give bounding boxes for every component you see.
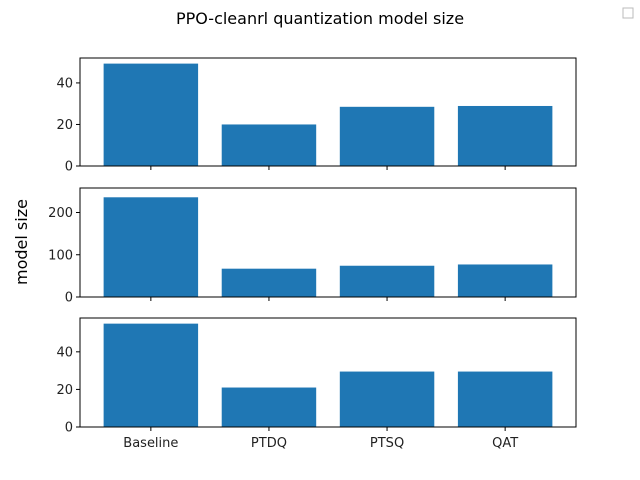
axes-frame — [79, 187, 577, 298]
y-tick-label: 100 — [48, 248, 73, 263]
bar-qat — [457, 264, 553, 297]
bar-ptsq — [339, 106, 435, 166]
x-tick-label: PTSQ — [370, 436, 404, 451]
y-tick-label: 200 — [48, 206, 73, 221]
bar-baseline — [103, 197, 199, 297]
legend — [622, 7, 634, 19]
legend-box — [622, 7, 634, 19]
bar-baseline — [103, 63, 199, 166]
subplots: 0 20 40 0 100 200 0 20 40 Baseline PTDQ PTSQ QAT — [48, 57, 577, 451]
bar-ptsq — [339, 265, 435, 297]
axes-frame — [79, 317, 577, 428]
y-tick-label: 0 — [65, 291, 73, 306]
subplot-2: 0 100 200 — [48, 187, 577, 306]
bar-ptdq — [221, 268, 317, 297]
bar-qat — [457, 371, 553, 427]
y-tick-label: 0 — [65, 160, 73, 175]
chart-title: PPO-cleanrl quantization model size — [176, 9, 464, 28]
axes-frame — [79, 57, 577, 167]
y-tick-label: 0 — [65, 421, 73, 436]
subplot-3: 0 20 40 Baseline PTDQ PTSQ QAT — [56, 317, 577, 451]
bar-ptdq — [221, 387, 317, 427]
subplot-1: 0 20 40 — [56, 57, 577, 175]
y-tick-label: 40 — [56, 345, 73, 360]
bar-ptdq — [221, 124, 317, 166]
x-tick-label: Baseline — [123, 436, 178, 451]
y-tick-label: 20 — [56, 383, 73, 398]
bar-qat — [457, 105, 553, 166]
y-tick-label: 40 — [56, 76, 73, 91]
bar-ptsq — [339, 371, 435, 427]
x-tick-label: PTDQ — [251, 436, 287, 451]
bar-baseline — [103, 323, 199, 427]
x-tick-label: QAT — [492, 436, 518, 451]
y-axis-label: model size — [12, 199, 31, 285]
y-tick-label: 20 — [56, 118, 73, 133]
